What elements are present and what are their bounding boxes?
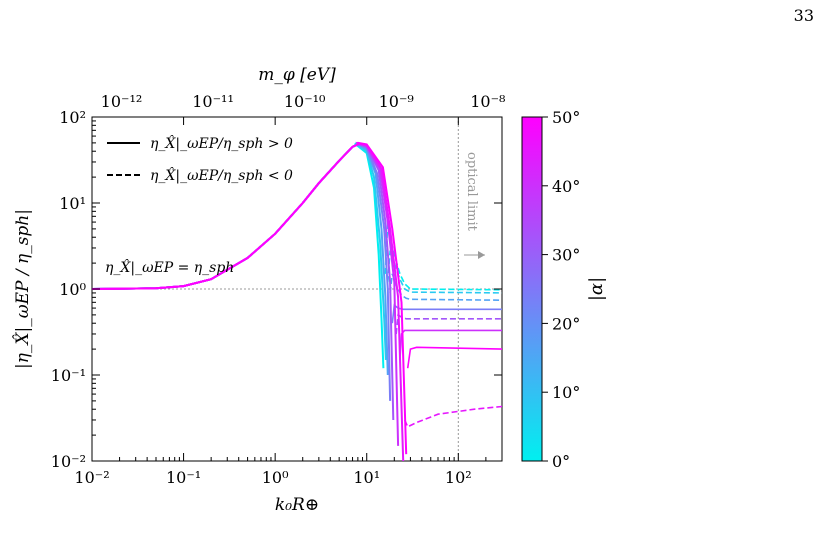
y-tick-label: 10² [59,108,86,127]
x-tick-label: 10⁻¹ [166,468,201,487]
series-tail-dashed [403,405,502,428]
top-tick-label: 10⁻⁸ [470,92,505,111]
top-tick-label: 10⁻¹² [101,92,143,111]
series-main-line [92,141,408,455]
colorbar-tick-label: 50° [552,108,580,127]
colorbar-tick-label: 30° [552,246,580,265]
legend-solid-label: η_X̂|_ωEP/η_sph > 0 [150,134,293,152]
tick-layer: 10⁻² 10⁻¹ 10⁰ 10¹ 10² 10⁻¹² 10⁻¹¹ 10⁻¹⁰ 10⁻⁹ 10⁻⁸… [51,92,506,487]
y-tick-label: 10⁰ [59,280,86,299]
series-tail-dashed [389,273,502,301]
optical-limit-annotation: optical limit [464,152,479,232]
x-tick-label: 10² [445,468,472,487]
x-tick-label: 10⁰ [262,468,289,487]
legend: η_X̂|_ωEP/η_sph > 0 η_X̂|_ωEP/η_sph < 0 [107,134,293,184]
top-tick-label: 10⁻⁹ [379,92,415,111]
optical-arrow-head [478,251,485,259]
y-tick-label: 10¹ [59,194,86,213]
colorbar-tick-label: 40° [552,177,580,196]
top-tick-label: 10⁻¹¹ [192,92,234,111]
legend-dashed-label: η_X̂|_ωEP/η_sph < 0 [150,166,293,184]
x-tick-label: 10¹ [353,468,380,487]
top-axis-label: m_φ [eV] [258,65,336,85]
series-tail-solid [399,329,502,360]
x-tick-label: 10⁻² [74,468,109,487]
page-number: 33 [793,6,814,25]
x-axis-label: k₀R⊕ [275,495,319,515]
y-axis-label: |η_X̂|_ωEP / η_sph| [13,209,33,369]
colorbar [521,116,543,462]
series-tail-solid [406,346,502,369]
colorbar-label: |α| [586,277,607,301]
unity-annotation: η_X̂|_ωEP = η_sph [105,258,234,276]
curve-layer [92,141,502,461]
top-tick-label: 10⁻¹⁰ [284,92,326,111]
colorbar-tick-label: 20° [552,314,580,333]
colorbar-tick-label: 0° [552,452,570,471]
colorbar-ticks: 0° 10° 20° 30° 40° 50° [542,108,580,471]
y-tick-label: 10⁻¹ [51,366,86,385]
colorbar-tick-label: 10° [552,383,580,402]
y-tick-label: 10⁻² [51,452,86,471]
